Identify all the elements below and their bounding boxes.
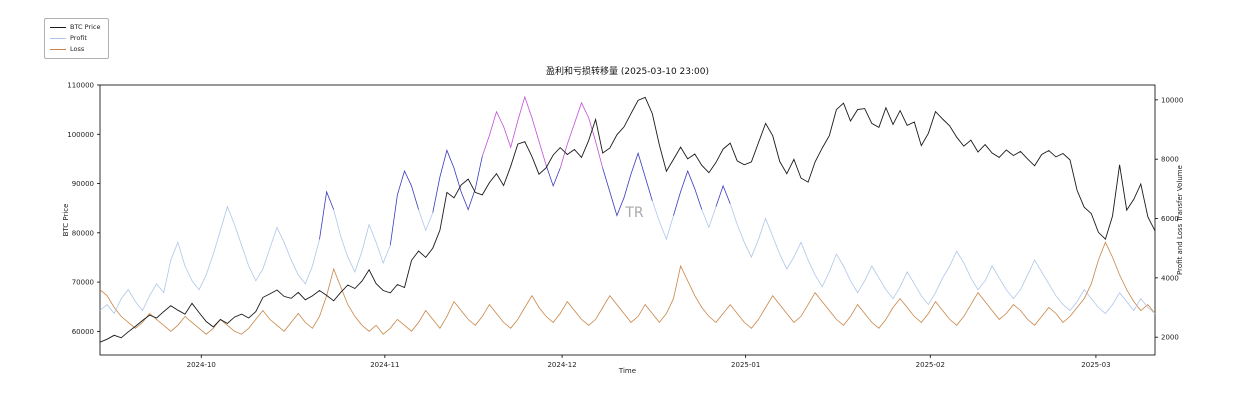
x-axis-label: Time xyxy=(618,367,637,375)
legend-label: Loss xyxy=(70,45,85,53)
profit-line-highlight-high xyxy=(481,95,604,169)
y-tick-label-right: 10000 xyxy=(1161,96,1183,104)
legend-label: Profit xyxy=(70,34,87,42)
y-axis-label-left: BTC Price xyxy=(62,203,70,237)
x-tick-label: 2025-02 xyxy=(916,361,945,369)
legend-line-icon xyxy=(50,48,66,51)
legend-label: BTC Price xyxy=(70,23,101,31)
x-tick-label: 2025-03 xyxy=(1081,361,1110,369)
chart-title: 盈利和亏损转移量 (2025-03-10 23:00) xyxy=(546,67,709,77)
x-tick-label: 2024-10 xyxy=(187,361,216,369)
btc-price-line xyxy=(99,96,1156,343)
y-tick-label-right: 2000 xyxy=(1161,334,1179,342)
y-tick-label-right: 4000 xyxy=(1161,274,1179,282)
loss-line xyxy=(99,241,1156,335)
y-tick-label-right: 8000 xyxy=(1161,156,1179,164)
legend-line-icon xyxy=(50,26,66,29)
legend-item-profit: Profit xyxy=(50,33,101,44)
legend-item-btc-price: BTC Price xyxy=(50,22,101,33)
watermark-text: TR xyxy=(624,205,644,221)
y-tick-label-left: 60000 xyxy=(72,328,94,336)
x-tick-label: 2024-12 xyxy=(547,361,576,369)
legend-line-icon xyxy=(50,37,66,40)
profit-line-highlight-mid xyxy=(319,149,731,246)
y-tick-label-left: 80000 xyxy=(72,229,94,237)
profit-line xyxy=(99,200,1156,315)
y-tick-label-left: 100000 xyxy=(67,131,94,139)
x-tick-label: 2025-01 xyxy=(731,361,760,369)
legend-item-loss: Loss xyxy=(50,44,101,55)
y-tick-label-left: 110000 xyxy=(67,82,94,90)
y-axis-label-right: Profit and Loss Transfer Volume xyxy=(1176,165,1184,275)
plot-frame xyxy=(99,84,1156,356)
y-tick-label-right: 6000 xyxy=(1161,215,1179,223)
x-tick-label: 2024-11 xyxy=(370,361,399,369)
y-tick-label-left: 90000 xyxy=(72,180,94,188)
chart-legend[interactable]: BTC Price Profit Loss xyxy=(44,18,109,59)
y-tick-label-left: 70000 xyxy=(72,279,94,287)
